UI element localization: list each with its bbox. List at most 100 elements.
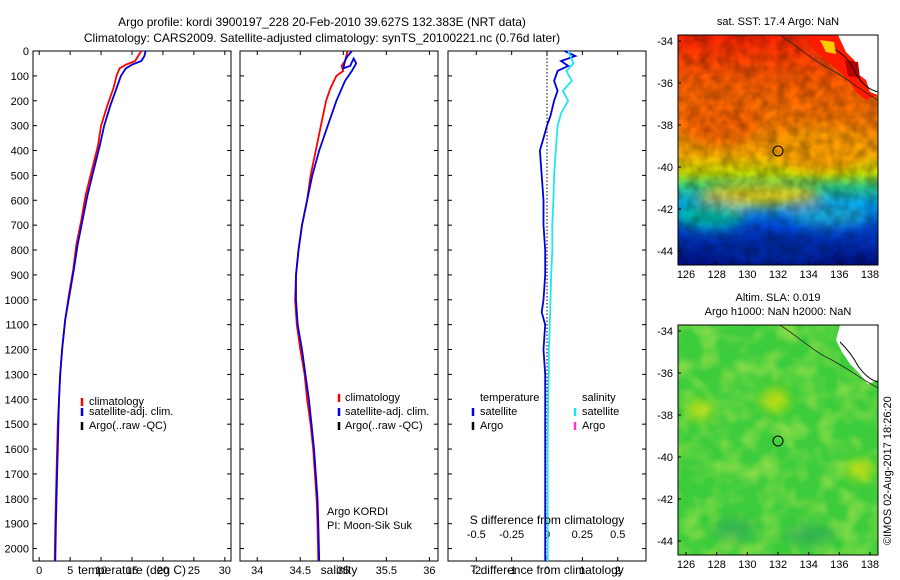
- temperature-panel: 0100200300400500600700800900100011001200…: [5, 46, 232, 577]
- y-tick-label: 700: [11, 220, 29, 232]
- temperature-difference-satellite-line: [538, 50, 578, 561]
- top-x-tick-label: 0.25: [572, 529, 593, 541]
- x-tick-label: 34: [251, 565, 263, 577]
- y-tick-label: 1500: [5, 419, 29, 431]
- map-x-tick-label: 128: [707, 559, 725, 571]
- imos-watermark: ©IMOS 02-Aug-2017 18:26:20: [882, 396, 894, 545]
- legend-label-climatology: climatology: [345, 392, 401, 404]
- legend-label-argo: Argo(..raw -QC): [345, 420, 423, 432]
- y-tick-label: 1400: [5, 394, 29, 406]
- sst-shelf-contour: [779, 35, 878, 101]
- salinity-xlabel: salinity: [321, 563, 358, 577]
- map-y-tick-label: -38: [657, 410, 673, 422]
- y-tick-label: 1600: [5, 444, 29, 456]
- map-x-tick-label: 134: [799, 269, 817, 281]
- map-y-tick-label: -36: [657, 368, 673, 380]
- figure-subtitle: Climatology: CARS2009. Satellite-adjuste…: [84, 31, 560, 45]
- map-y-tick-label: -34: [657, 36, 673, 48]
- x-tick-label: 0: [544, 565, 550, 577]
- y-tick-label: 1800: [5, 494, 29, 506]
- map-y-tick-label: -44: [657, 246, 673, 258]
- map-x-tick-label: 136: [830, 269, 848, 281]
- y-tick-label: 100: [11, 71, 29, 83]
- legend-label-argo: Argo(..raw -QC): [89, 420, 167, 432]
- argo-annotation-line1: Argo KORDI: [327, 506, 388, 518]
- salinity-panel: 34 34.5 35 35.5 36 climatology satellite-adj…: [239, 50, 439, 577]
- y-tick-label: 1900: [5, 519, 29, 531]
- legend-title-temperature: temperature: [480, 392, 539, 404]
- legend-label-s-argo: Argo: [582, 420, 605, 432]
- map-y-tick-label: -36: [657, 78, 673, 90]
- sla-map: Altim. SLA: 0.019 Argo h1000: NaN h2000:…: [657, 292, 879, 571]
- sla-land: [836, 325, 878, 384]
- y-tick-label: 900: [11, 270, 29, 282]
- x-tick-label: 35.5: [376, 565, 397, 577]
- map-y-tick-label: -44: [657, 536, 673, 548]
- top-x-tick-label: -0.25: [499, 529, 524, 541]
- satellite-adj-clim-line: [295, 50, 358, 562]
- y-tick-label: 0: [23, 46, 29, 58]
- x-tick-label: 10: [95, 565, 107, 577]
- legend-label-s-satellite: satellite: [582, 406, 619, 418]
- y-tick-label: 1100: [5, 320, 29, 332]
- y-tick-label: 800: [11, 245, 29, 257]
- map-x-tick-label: 128: [707, 269, 725, 281]
- y-tick-label: 400: [11, 146, 29, 158]
- map-x-tick-label: 126: [677, 559, 695, 571]
- legend-label-t-argo: Argo: [480, 420, 503, 432]
- map-x-tick-label: 126: [677, 269, 695, 281]
- top-x-tick-label: -0.5: [467, 529, 486, 541]
- legend-label-satellite: satellite-adj. clim.: [89, 406, 173, 418]
- legend-label-satellite: satellite-adj. clim.: [345, 406, 429, 418]
- temperature-axes-box: [32, 50, 232, 562]
- legend-label-climatology: climatology: [89, 396, 145, 408]
- x-tick-label: 30: [219, 565, 231, 577]
- sla-shelf-contour: [779, 325, 878, 389]
- map-x-tick-label: 138: [861, 269, 879, 281]
- x-tick-label: -2: [471, 565, 481, 577]
- y-tick-label: 500: [11, 170, 29, 182]
- argo-annotation-line2: PI: Moon-Sik Suk: [327, 520, 412, 532]
- x-tick-label: 20: [157, 565, 169, 577]
- x-tick-label: 25: [188, 565, 200, 577]
- map-x-tick-label: 130: [738, 269, 756, 281]
- y-tick-label: 1000: [5, 295, 29, 307]
- salinity-difference-satellite-line: [546, 50, 575, 561]
- y-tick-label: 1200: [5, 345, 29, 357]
- legend-title-salinity: salinity: [582, 392, 616, 404]
- map-y-tick-label: -40: [657, 452, 673, 464]
- sla-map-title-line1: Altim. SLA: 0.019: [736, 292, 821, 304]
- x-tick-label: -1: [507, 565, 517, 577]
- sst-nearshore: [820, 40, 836, 54]
- y-tick-label: 1700: [5, 469, 29, 481]
- x-tick-label: 35: [337, 565, 349, 577]
- x-tick-label: 34.5: [290, 565, 311, 577]
- salinity-axes-box: [239, 50, 439, 562]
- map-y-tick-label: -34: [657, 326, 673, 338]
- x-tick-label: 0: [36, 565, 42, 577]
- y-tick-label: 200: [11, 96, 29, 108]
- x-tick-label: 5: [67, 565, 73, 577]
- y-tick-label: 600: [11, 195, 29, 207]
- legend-label-t-satellite: satellite: [480, 406, 517, 418]
- sla-field-noise: [678, 325, 878, 555]
- sst-map: sat. SST: 17.4 Argo: NaN -34-36-38-40-: [657, 16, 879, 281]
- map-y-tick-label: -38: [657, 120, 673, 132]
- map-x-tick-label: 130: [738, 559, 756, 571]
- x-tick-label: 36: [423, 565, 435, 577]
- sla-map-title-line2: Argo h1000: NaN h2000: NaN: [705, 306, 852, 318]
- satellite-adj-clim-line: [54, 50, 147, 562]
- sla-argo-marker: [772, 435, 784, 447]
- sla-field-texture: [688, 388, 874, 545]
- x-tick-label: 15: [126, 565, 138, 577]
- salinity-legend: climatology satellite-adj. clim. Argo(..…: [337, 392, 429, 432]
- x-tick-label: 1: [579, 565, 585, 577]
- temperature-xlabel: temperature (deg C): [78, 563, 186, 577]
- difference-legend: temperature satellite Argo salinity sate…: [471, 392, 619, 432]
- map-y-tick-label: -42: [657, 494, 673, 506]
- sla-coastline: [839, 341, 878, 383]
- difference-panel: -2 -1 0 1 2 -0.5 -0.25 0 0.25 0.5 temperature sa…: [447, 50, 647, 577]
- climatology-line: [294, 50, 349, 562]
- x-tick-label: 2: [615, 565, 621, 577]
